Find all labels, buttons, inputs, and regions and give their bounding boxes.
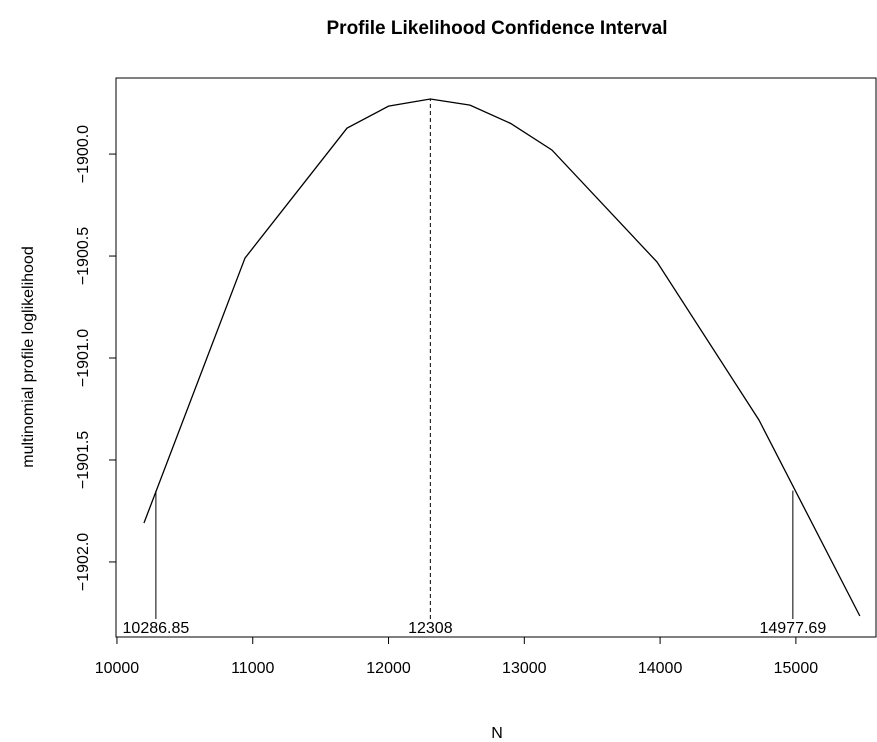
- y-tick-label: −1901.5: [75, 431, 92, 489]
- y-tick-label: −1902.0: [75, 533, 92, 591]
- x-tick-label: 13000: [502, 660, 547, 677]
- interval-label: 12308: [408, 620, 453, 637]
- x-tick-label: 14000: [638, 660, 683, 677]
- x-tick-label: 11000: [231, 660, 274, 677]
- y-tick-label: −1900.5: [75, 227, 92, 285]
- x-tick-label: 10000: [95, 660, 140, 677]
- plot-box: [115, 77, 877, 638]
- x-tick-label: 12000: [366, 660, 411, 677]
- interval-label: 10286.85: [123, 620, 190, 637]
- y-tick-label: −1900.0: [75, 125, 92, 183]
- curve: [143, 98, 861, 617]
- y-tick-label: −1901.0: [75, 329, 92, 387]
- interval-label: 14977.69: [759, 620, 826, 637]
- y-axis-label: multinomial profile loglikelihood: [20, 246, 37, 467]
- x-axis-label: N: [491, 725, 503, 742]
- x-tick-label: 15000: [774, 660, 819, 677]
- chart-title: Profile Likelihood Confidence Interval: [327, 18, 668, 39]
